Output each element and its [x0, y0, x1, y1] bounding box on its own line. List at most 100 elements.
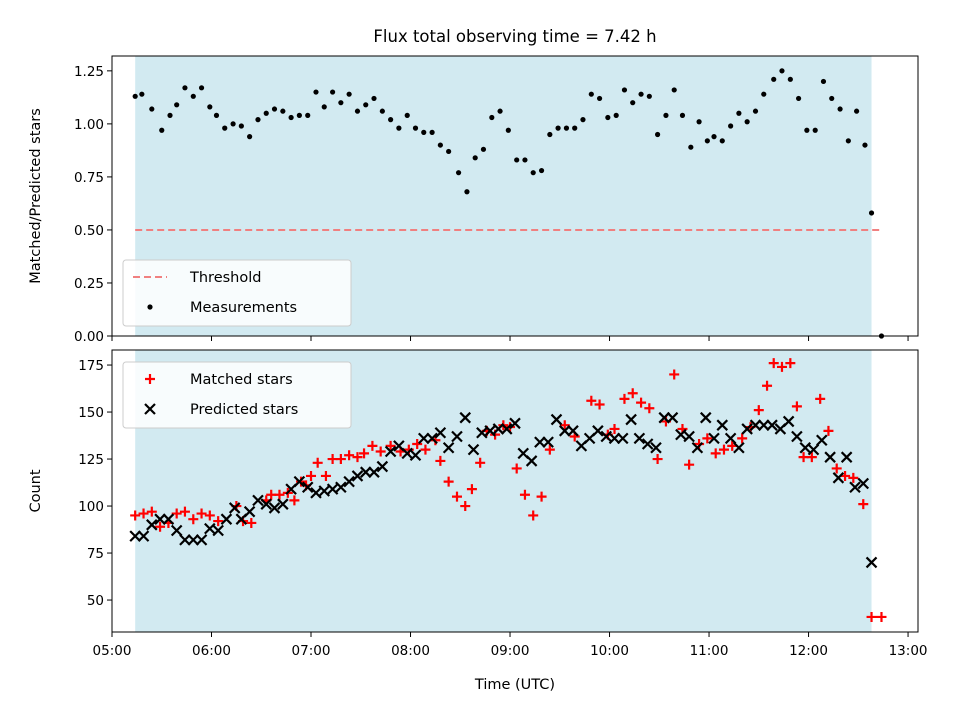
measurement-point	[804, 127, 810, 133]
measurement-point	[820, 78, 827, 85]
predicted-star-point	[865, 556, 878, 569]
matched-star-point	[791, 401, 802, 412]
matched-star-point	[155, 521, 166, 532]
measurement-point	[238, 123, 244, 129]
matched-star-point	[858, 499, 869, 510]
measurement-point	[613, 112, 619, 118]
predicted-star-point	[509, 417, 521, 430]
matched-star-point	[246, 517, 257, 528]
measurement-point	[455, 170, 462, 176]
predicted-star-point	[716, 419, 729, 431]
measurement-point	[522, 157, 528, 163]
matched-star-point	[519, 489, 530, 500]
legend: Threshold Measurements	[122, 259, 352, 327]
predicted-star-point	[154, 513, 166, 525]
matched-star-point	[768, 358, 779, 369]
count-panel: 05:00 06:00 07:00 08:00 09:00 10:00 11:00 12:00…	[28, 349, 928, 693]
matched-star-point	[684, 459, 695, 470]
measurement-point	[207, 104, 213, 110]
predicted-star-point	[376, 460, 389, 473]
measurement-point	[305, 112, 311, 118]
predicted-star-point	[409, 449, 422, 462]
matched-star-point	[196, 508, 207, 519]
predicted-star-point	[691, 441, 704, 454]
matched-star-point	[619, 393, 630, 404]
matched-star-point	[451, 491, 462, 502]
x-tick-label: 06:00	[192, 643, 231, 659]
measurement-point	[132, 93, 138, 99]
measurement-point	[159, 127, 165, 133]
x-tick-label: 10:00	[590, 643, 629, 659]
measurement-point	[379, 108, 385, 114]
measurement-point	[338, 100, 344, 106]
chart-title: Flux total observing time = 7.42 h	[373, 27, 656, 46]
axes-frame	[111, 55, 919, 337]
predicted-star-point	[137, 530, 150, 542]
predicted-star-point	[204, 522, 216, 535]
measurement-point	[388, 117, 394, 123]
measurement-point	[671, 87, 677, 93]
predicted-star-point	[359, 466, 372, 478]
matched-star-point	[412, 439, 423, 449]
matched-star-point	[443, 476, 454, 487]
legend-label: Threshold	[189, 270, 261, 286]
measurement-point	[174, 102, 180, 108]
measurement-point	[288, 114, 294, 121]
matched-star-point	[179, 506, 190, 517]
predicted-star-point	[824, 451, 836, 463]
predicted-star-point	[807, 443, 820, 456]
predicted-star-point	[799, 441, 812, 454]
measurement-point	[271, 106, 278, 112]
measurement-point	[354, 108, 361, 114]
matched-star-point	[702, 433, 713, 444]
matched-star-point	[737, 433, 748, 444]
predicted-star-point	[840, 451, 853, 463]
measurement-point	[489, 114, 495, 121]
measurement-point	[321, 104, 327, 110]
predicted-star-point	[782, 415, 795, 428]
matched-star-point	[130, 510, 141, 521]
y-tick-label: 150	[78, 405, 104, 421]
legend-measurement-swatch	[147, 304, 153, 310]
matched-star-point	[306, 470, 317, 481]
y-tick-label: 75	[87, 546, 104, 562]
measurement-point	[296, 112, 302, 118]
measurement-point	[854, 108, 860, 114]
matched-star-point	[876, 611, 887, 622]
measurement-point	[429, 129, 435, 135]
matched-star-point	[636, 397, 647, 408]
measurement-point	[679, 112, 686, 118]
matched-star-point	[753, 405, 764, 416]
predicted-star-point	[567, 425, 579, 437]
measurement-point	[711, 134, 717, 140]
predicted-star-point	[318, 485, 331, 497]
predicted-star-point	[277, 498, 289, 510]
predicted-star-point	[170, 524, 183, 537]
predicted-star-point	[459, 411, 472, 424]
matched-star-point	[475, 457, 486, 468]
x-tick-label: 09:00	[491, 643, 530, 659]
measurement-point	[139, 91, 145, 97]
measurement-point	[771, 76, 777, 82]
legend-matched-swatch	[145, 374, 155, 384]
y-tick-label: 100	[78, 499, 104, 515]
matched-star-point	[420, 444, 431, 455]
measurement-point	[736, 110, 742, 116]
axes-frame	[111, 349, 919, 633]
series-measurements	[132, 68, 885, 339]
legend-label: Matched stars	[190, 372, 293, 388]
matched-star-point	[352, 452, 363, 463]
predicted-star-point	[335, 481, 347, 494]
predicted-star-point	[476, 426, 488, 439]
predicted-star-point	[749, 419, 762, 431]
measurement-point	[868, 210, 875, 216]
measurement-point	[497, 108, 503, 114]
predicted-star-point	[129, 530, 141, 542]
predicted-star-point	[675, 428, 687, 441]
y-tick-label: 0.75	[74, 170, 104, 186]
series-predicted-stars	[129, 411, 878, 569]
matched-star-point	[359, 448, 370, 459]
measurement-point	[396, 125, 402, 131]
predicted-star-point	[616, 432, 629, 445]
y-tick-label: 50	[87, 593, 104, 609]
